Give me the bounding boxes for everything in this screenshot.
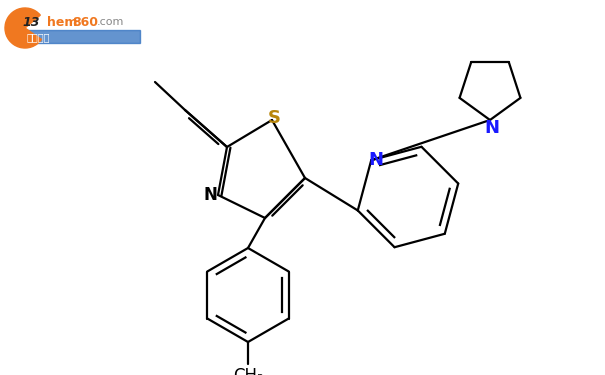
Text: CH₃: CH₃ (233, 367, 263, 375)
Text: S: S (267, 109, 281, 127)
Text: .com: .com (97, 17, 125, 27)
Text: hem: hem (47, 15, 77, 28)
Text: 化学工具: 化学工具 (27, 32, 50, 42)
Wedge shape (5, 8, 41, 48)
Bar (20, 30, 140, 43)
Text: N: N (203, 186, 217, 204)
Text: N: N (485, 119, 500, 137)
Text: 860: 860 (72, 15, 98, 28)
Text: 13: 13 (22, 15, 39, 28)
Text: N: N (368, 151, 384, 169)
